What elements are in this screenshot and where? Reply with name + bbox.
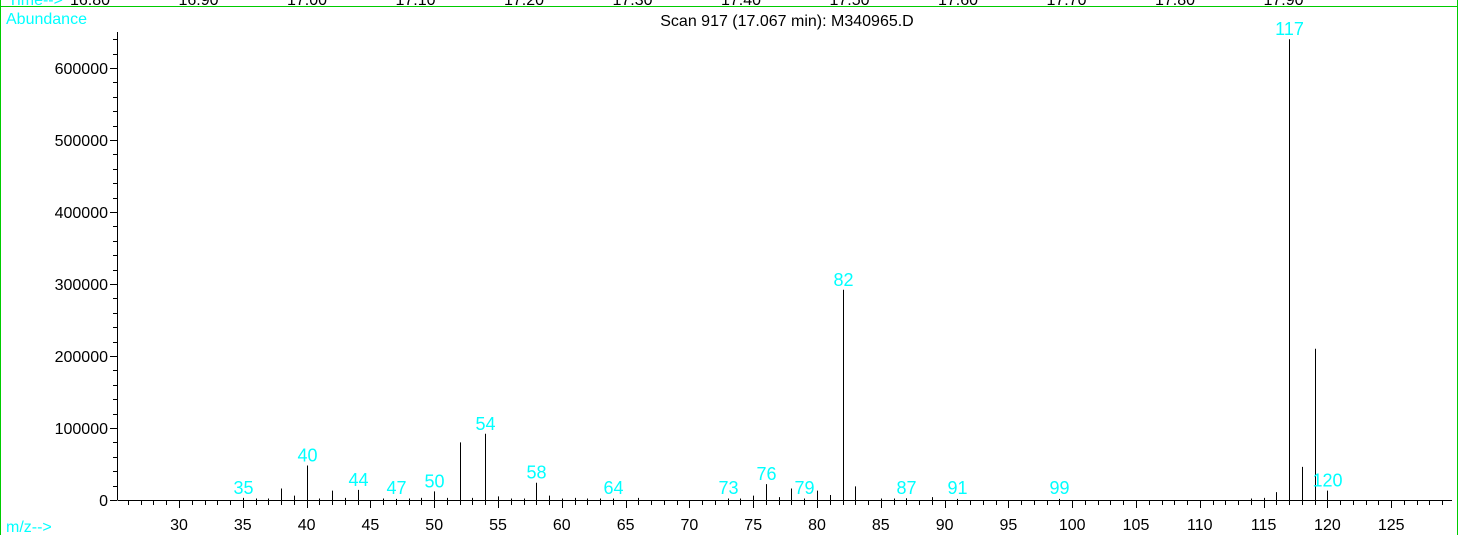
x-tick-label: 60 — [553, 517, 571, 534]
x-tick-label: 55 — [489, 517, 507, 534]
x-tick-label: 120 — [1314, 517, 1341, 534]
y-axis-ticks: 0 100000 200000 300000 400000 500000 600000 — [55, 39, 117, 510]
time-tick-label: 17.90 — [1264, 0, 1304, 9]
time-tick-label: 17.10 — [396, 0, 436, 9]
time-tick-label: 17.20 — [504, 0, 544, 9]
x-tick-label: 115 — [1251, 517, 1277, 534]
x-tick-label: 95 — [1000, 517, 1018, 534]
peak-label-mz-47: 47 — [386, 478, 406, 498]
peak-label-mz-54: 54 — [475, 414, 495, 434]
peak-label-mz-87: 87 — [896, 478, 916, 498]
x-tick-label: 40 — [298, 517, 316, 534]
peak-label-mz-117: 117 — [1275, 19, 1304, 39]
x-tick-label: 45 — [362, 517, 380, 534]
x-tick-label: 50 — [425, 517, 443, 534]
time-axis-header: Time--> 16.80 16.90 17.00 17.10 17.20 17.30 17… — [8, 0, 1304, 9]
peak-label-mz-73: 73 — [718, 478, 738, 498]
peak-label-mz-64: 64 — [603, 478, 623, 498]
time-tick-label: 17.60 — [938, 0, 978, 9]
time-tick-label: 17.50 — [830, 0, 870, 9]
y-tick-label: 300000 — [55, 277, 108, 294]
peak-label-mz-35: 35 — [233, 478, 253, 498]
peak-label-mz-99: 99 — [1049, 478, 1069, 498]
chart-title: Scan 917 (17.067 min): M340965.D — [660, 13, 913, 30]
y-tick-label: 100000 — [55, 421, 108, 438]
peak-label-mz-58: 58 — [526, 463, 546, 483]
x-axis-label: m/z--> — [6, 519, 52, 535]
time-tick-label: 17.40 — [721, 0, 761, 9]
peak-label-mz-91: 91 — [947, 478, 967, 498]
time-tick-label: 17.80 — [1155, 0, 1195, 9]
y-tick-label: 400000 — [55, 205, 108, 222]
x-tick-label: 100 — [1059, 517, 1086, 534]
x-tick-label: 70 — [681, 517, 699, 534]
peak-labels: 35 40 44 47 50 54 58 64 73 76 79 82 87 91 99 117 120 — [233, 19, 1342, 498]
x-tick-label: 125 — [1378, 517, 1405, 534]
x-axis-ticks: 30 35 40 45 50 55 60 65 70 75 80 85 90 95 100 105 110 115… — [128, 500, 1443, 534]
peak-label-mz-44: 44 — [348, 470, 368, 490]
time-tick-label: 17.70 — [1047, 0, 1087, 9]
y-tick-label: 200000 — [55, 349, 108, 366]
time-tick-label: 16.90 — [179, 0, 219, 9]
peak-label-mz-79: 79 — [794, 478, 814, 498]
peak-label-mz-82: 82 — [833, 270, 853, 290]
x-tick-label: 110 — [1187, 517, 1213, 534]
x-tick-label: 90 — [936, 517, 954, 534]
x-tick-label: 35 — [234, 517, 252, 534]
peak-label-mz-120: 120 — [1312, 471, 1342, 491]
spectrum-peaks — [243, 39, 1328, 500]
x-tick-label: 80 — [808, 517, 826, 534]
time-tick-label: 17.30 — [613, 0, 653, 9]
peak-label-mz-76: 76 — [756, 464, 776, 484]
x-tick-label: 105 — [1123, 517, 1150, 534]
time-tick-label: 16.80 — [70, 0, 110, 9]
peak-label-mz-40: 40 — [297, 445, 317, 465]
x-tick-label: 30 — [170, 517, 188, 534]
y-tick-label: 600000 — [55, 61, 108, 78]
y-axis-label: Abundance — [6, 11, 87, 28]
x-tick-label: 65 — [617, 517, 635, 534]
time-tick-label: 17.00 — [287, 0, 327, 9]
x-tick-label: 75 — [744, 517, 762, 534]
peak-label-mz-50: 50 — [424, 471, 444, 491]
y-tick-label: 500000 — [55, 133, 108, 150]
x-tick-label: 85 — [872, 517, 890, 534]
time-axis-label: Time--> — [8, 0, 63, 9]
y-tick-label: 0 — [99, 493, 108, 510]
